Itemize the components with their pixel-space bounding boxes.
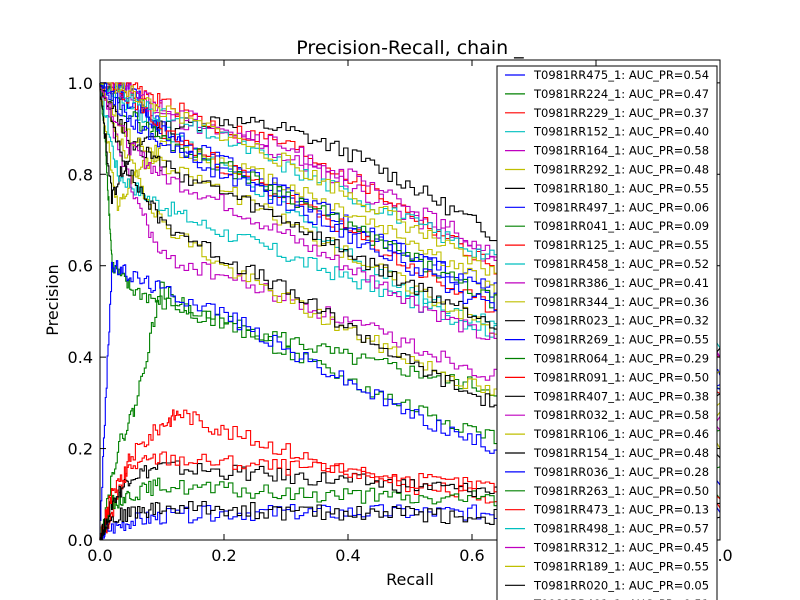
legend-entry: T0981RR269_1: AUC_PR=0.55 xyxy=(533,333,709,347)
legend-entry: T0981RR106_1: AUC_PR=0.46 xyxy=(533,427,709,441)
legend-entry: T0981RR497_1: AUC_PR=0.06 xyxy=(533,200,709,214)
x-tick-label: 0.4 xyxy=(335,546,360,565)
legend-entry: T0981RR491_1: AUC_PR=0.51 xyxy=(533,597,709,600)
legend-entry: T0981RR475_1: AUC_PR=0.54 xyxy=(533,68,709,82)
legend-entry: T0981RR498_1: AUC_PR=0.57 xyxy=(533,522,709,536)
plot-frame xyxy=(99,59,721,541)
legend-entry: T0981RR263_1: AUC_PR=0.50 xyxy=(533,484,709,498)
legend-entry: T0981RR473_1: AUC_PR=0.13 xyxy=(533,503,709,517)
legend-entry: T0981RR164_1: AUC_PR=0.58 xyxy=(533,144,709,158)
legend-entry: T0981RR020_1: AUC_PR=0.05 xyxy=(533,578,709,592)
legend-entry: T0981RR229_1: AUC_PR=0.37 xyxy=(533,106,709,120)
legend-entry: T0981RR154_1: AUC_PR=0.48 xyxy=(533,446,709,460)
y-tick-label: 0.2 xyxy=(68,440,93,459)
legend-entry: T0981RR091_1: AUC_PR=0.50 xyxy=(533,370,709,384)
x-tick-label: 0.0 xyxy=(87,546,112,565)
y-axis-label: Precision xyxy=(43,264,62,335)
legend-entry: T0981RR152_1: AUC_PR=0.40 xyxy=(533,125,709,139)
legend-entry: T0981RR407_1: AUC_PR=0.38 xyxy=(533,389,709,403)
legend-entry: T0981RR180_1: AUC_PR=0.55 xyxy=(533,181,709,195)
legend-entry: T0981RR458_1: AUC_PR=0.52 xyxy=(533,257,709,271)
legend-entry: T0981RR041_1: AUC_PR=0.09 xyxy=(533,219,709,233)
x-tick-label: 0.2 xyxy=(211,546,236,565)
axis-ticks: 0.00.20.40.60.81.00.00.20.40.60.81.0 xyxy=(68,60,733,565)
legend-entry: T0981RR189_1: AUC_PR=0.55 xyxy=(533,559,709,573)
legend-entry: T0981RR125_1: AUC_PR=0.55 xyxy=(533,238,709,252)
legend-entry: T0981RR032_1: AUC_PR=0.58 xyxy=(533,408,709,422)
legend-entry: T0981RR023_1: AUC_PR=0.32 xyxy=(533,314,709,328)
y-tick-label: 0.8 xyxy=(68,165,93,184)
legend-entry: T0981RR036_1: AUC_PR=0.28 xyxy=(533,465,709,479)
legend-entry: T0981RR224_1: AUC_PR=0.47 xyxy=(533,87,709,101)
legend-entry: T0981RR064_1: AUC_PR=0.29 xyxy=(533,352,709,366)
x-tick-label: 0.6 xyxy=(459,546,484,565)
legend-entry: T0981RR312_1: AUC_PR=0.45 xyxy=(533,541,709,555)
legend-entry: T0981RR292_1: AUC_PR=0.48 xyxy=(533,163,709,177)
y-tick-label: 0.6 xyxy=(68,257,93,276)
y-tick-label: 1.0 xyxy=(68,74,93,93)
legend-entry: T0981RR386_1: AUC_PR=0.41 xyxy=(533,276,709,290)
legend: T0981RR475_1: AUC_PR=0.54 T0981RR224_1: A… xyxy=(496,65,718,600)
y-tick-label: 0.0 xyxy=(68,531,93,550)
legend-box xyxy=(496,65,718,600)
x-axis-label: Recall xyxy=(386,570,434,589)
legend-entry: T0981RR344_1: AUC_PR=0.36 xyxy=(533,295,709,309)
chart-title: Precision-Recall, chain _ xyxy=(296,37,524,59)
y-tick-label: 0.4 xyxy=(68,348,93,367)
